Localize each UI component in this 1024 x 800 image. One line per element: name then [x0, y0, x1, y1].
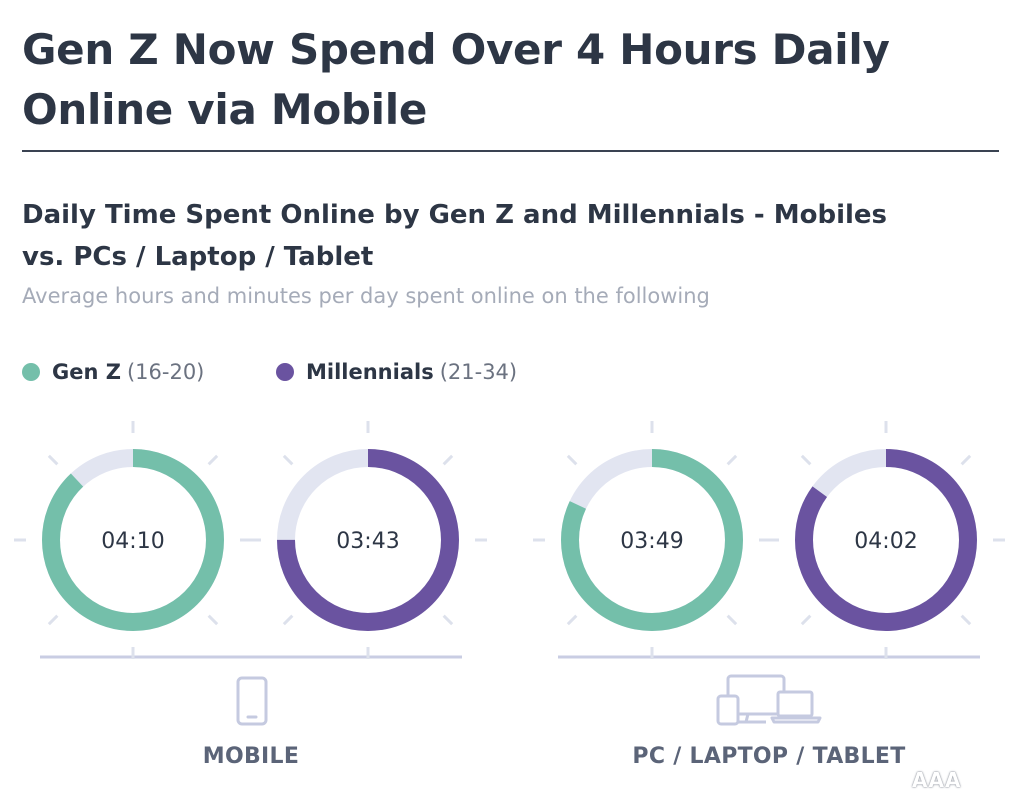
smartphone-icon	[236, 676, 268, 726]
group-label-pc-laptop-tablet: PC / LAPTOP / TABLET	[632, 744, 906, 769]
pc-laptop-tablet-millennials-tick-5	[800, 614, 812, 626]
mobile-millennials-tick-3	[442, 614, 454, 626]
legend-swatch-gen-z	[22, 363, 40, 381]
legend-label-millennials: Millennials	[306, 360, 434, 384]
pc-laptop-tablet-millennials-value-label: 04:02	[854, 529, 917, 554]
mobile-gen-z-tick-5	[47, 614, 59, 626]
donut-chart: 04:10 03:43 03:49 04:02	[14, 421, 1005, 659]
legend-swatch-millennials	[276, 363, 294, 381]
pc-laptop-tablet-gen-z-donut-arc	[561, 449, 743, 631]
headline: Gen Z Now Spend Over 4 Hours Daily Onlin…	[22, 25, 890, 134]
title-divider	[22, 150, 999, 152]
mobile-gen-z-tick-7	[47, 454, 59, 466]
mobile-gen-z-donut-arc	[42, 449, 224, 631]
watermark-logo: AAA	[912, 768, 962, 792]
legend-range-millennials: (21-34)	[439, 360, 518, 384]
mobile-gen-z-value-label: 04:10	[101, 529, 164, 554]
mobile-millennials-donut-arc	[277, 449, 459, 631]
pc-laptop-tablet-gen-z-tick-3	[726, 614, 738, 626]
mobile-millennials-tick-1	[442, 454, 454, 466]
pc-laptop-tablet-millennials-donut-arc	[795, 449, 977, 631]
mobile-gen-z-tick-3	[207, 614, 219, 626]
chart-title: Daily Time Spent Online by Gen Z and Mil…	[22, 200, 888, 272]
legend-item-millennials: Millennials (21-34)	[276, 360, 517, 384]
pc-laptop-tablet-gen-z-tick-5	[566, 614, 578, 626]
group-label-mobile: MOBILE	[202, 744, 300, 769]
legend-label-gen-z: Gen Z	[52, 360, 121, 384]
chart-subtitle: Average hours and minutes per day spent …	[22, 284, 710, 308]
pc-laptop-tablet-millennials-tick-3	[960, 614, 972, 626]
legend-item-gen-z: Gen Z (16-20)	[22, 360, 204, 384]
mobile-millennials-tick-7	[282, 454, 294, 466]
pc-laptop-tablet-gen-z-value-label: 03:49	[620, 529, 683, 554]
devices-icon	[716, 674, 822, 726]
pc-laptop-tablet-millennials-tick-7	[800, 454, 812, 466]
pc-laptop-tablet-gen-z-tick-7	[566, 454, 578, 466]
mobile-gen-z-tick-1	[207, 454, 219, 466]
mobile-millennials-tick-5	[282, 614, 294, 626]
pc-laptop-tablet-millennials-tick-1	[960, 454, 972, 466]
pc-laptop-tablet-gen-z-tick-1	[726, 454, 738, 466]
mobile-millennials-value-label: 03:43	[336, 529, 399, 554]
legend-range-gen-z: (16-20)	[126, 360, 205, 384]
